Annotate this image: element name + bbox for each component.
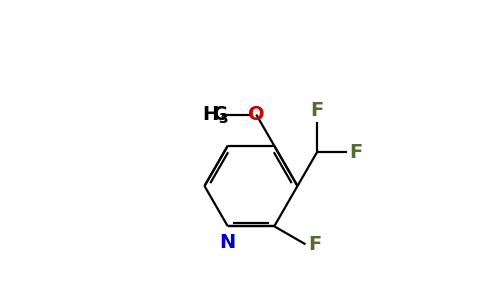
Text: F: F: [310, 101, 324, 120]
Text: O: O: [248, 105, 265, 124]
Text: H: H: [202, 105, 219, 124]
Text: F: F: [349, 143, 363, 162]
Text: C: C: [213, 105, 227, 124]
Text: F: F: [308, 235, 321, 254]
Text: N: N: [220, 233, 236, 252]
Text: 3: 3: [218, 112, 228, 126]
